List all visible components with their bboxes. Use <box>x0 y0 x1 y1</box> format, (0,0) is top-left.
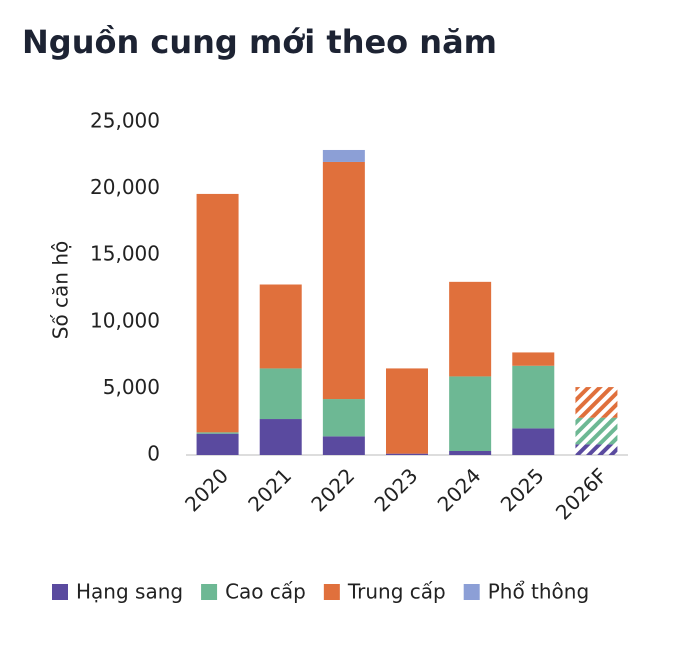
bar-segment <box>196 433 239 455</box>
bar-segment <box>575 387 618 418</box>
bar-segment <box>386 453 428 455</box>
y-tick-label: 5,000 <box>103 375 160 399</box>
x-tick-label: 2026F <box>551 463 612 524</box>
bar-segment <box>259 419 302 455</box>
bar-segment <box>575 444 618 455</box>
x-tick-label: 2021 <box>243 463 296 516</box>
legend-label: Phổ thông <box>488 580 589 604</box>
bar-segment <box>512 352 555 366</box>
legend-label: Trung cấp <box>347 580 446 604</box>
chart-title: Nguồn cung mới theo năm <box>22 23 497 61</box>
legend-swatch <box>201 584 218 600</box>
bar-segment <box>449 376 492 452</box>
y-tick-label: 20,000 <box>90 175 160 199</box>
bar-segment <box>259 284 302 369</box>
legend-swatch <box>323 584 340 600</box>
bar-segment <box>196 432 239 434</box>
bar-segment <box>386 368 428 454</box>
bar-segment <box>322 149 365 162</box>
bar-segment <box>512 428 555 455</box>
legend-swatch <box>463 584 480 600</box>
bar-segment <box>449 281 492 377</box>
bar-segment <box>259 368 302 420</box>
x-tick-label: 2023 <box>369 463 422 516</box>
bar-segment <box>322 161 365 400</box>
y-axis-label: Số căn hộ <box>49 241 73 340</box>
bar-segment <box>322 399 365 437</box>
y-tick-label: 10,000 <box>90 308 160 332</box>
y-tick-label: 25,000 <box>90 109 160 133</box>
bar-segment <box>512 365 555 429</box>
bar-segment <box>449 451 492 455</box>
x-tick-label: 2022 <box>306 463 359 516</box>
x-tick-label: 2025 <box>496 463 549 516</box>
legend-label: Cao cấp <box>225 580 306 604</box>
bar-segment <box>196 193 239 433</box>
x-tick-label: 2024 <box>433 463 486 516</box>
legend-swatch <box>52 584 68 600</box>
bar-segment <box>575 417 618 445</box>
bar-segment <box>322 436 365 455</box>
legend-label: Hạng sang <box>76 580 183 604</box>
y-tick-label: 15,000 <box>90 242 160 266</box>
y-tick-label: 0 <box>147 442 160 466</box>
x-tick-label: 2020 <box>180 463 233 516</box>
